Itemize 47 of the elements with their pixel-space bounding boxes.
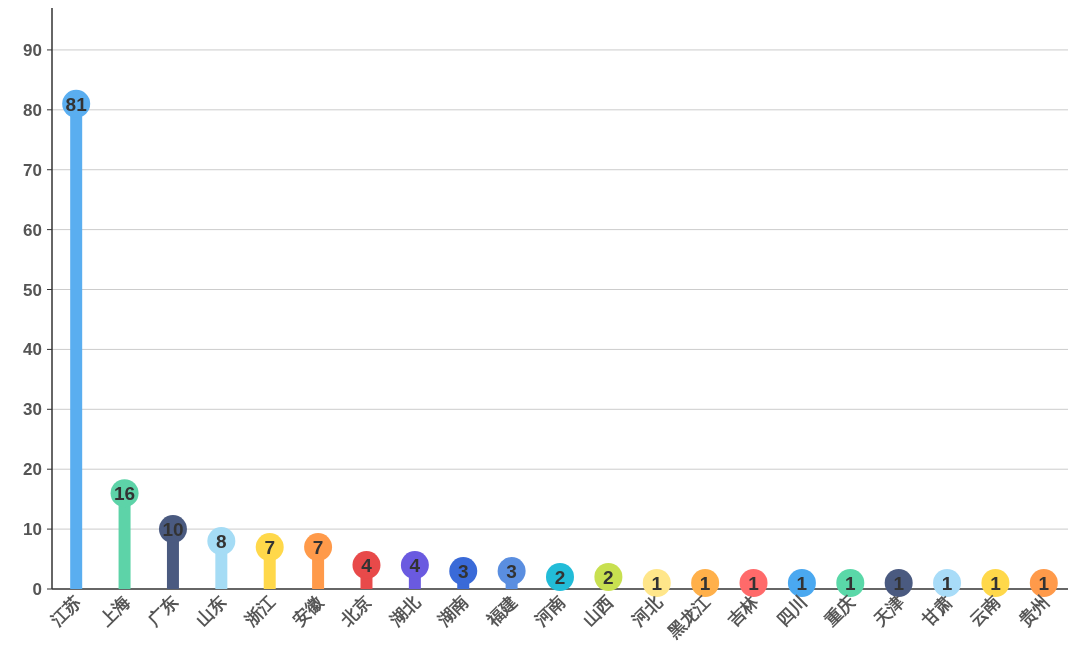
data-label: 1	[1038, 573, 1050, 595]
data-label: 4	[409, 555, 421, 577]
x-tick-label: 重庆	[820, 592, 860, 631]
x-tick-label: 山西	[579, 592, 618, 630]
y-tick-label: 70	[23, 160, 42, 180]
x-tick-label: 上海	[95, 592, 134, 631]
data-label: 81	[65, 93, 88, 115]
y-tick-label: 20	[23, 460, 42, 480]
x-tick-label: 江苏	[46, 592, 86, 631]
y-tick-label: 10	[23, 520, 42, 540]
y-tick-label: 60	[23, 220, 42, 240]
x-tick-label: 湖北	[385, 591, 425, 631]
y-tick-label: 80	[23, 100, 42, 120]
x-tick-label: 浙江	[240, 592, 279, 631]
data-label: 1	[893, 573, 905, 595]
x-tick-label: 北京	[337, 592, 376, 631]
data-label: 16	[114, 483, 136, 505]
data-label: 1	[796, 573, 808, 595]
data-label: 10	[162, 519, 184, 541]
x-tick-label: 四川	[773, 592, 811, 630]
data-label: 4	[361, 555, 373, 577]
data-label: 3	[457, 561, 469, 583]
y-tick-label: 0	[32, 580, 42, 599]
data-label: 2	[603, 567, 614, 589]
data-label: 3	[506, 561, 517, 583]
data-label: 1	[845, 573, 856, 595]
y-tick-label: 30	[23, 400, 42, 420]
data-label: 8	[216, 531, 227, 553]
data-label: 2	[554, 567, 566, 589]
data-label: 7	[264, 537, 275, 559]
x-tick-label: 甘肃	[917, 592, 956, 631]
data-label: 7	[312, 537, 324, 559]
x-tick-label: 贵州	[1014, 592, 1053, 631]
x-tick-label: 河南	[530, 592, 569, 631]
data-label: 1	[941, 573, 953, 595]
data-label: 1	[699, 573, 711, 595]
y-tick-label: 90	[23, 40, 42, 60]
x-tick-label: 天津	[869, 592, 908, 631]
x-tick-label: 广东	[143, 592, 182, 631]
y-tick-label: 40	[23, 340, 42, 360]
x-tick-label: 安徽	[289, 591, 328, 630]
data-label: 1	[990, 573, 1002, 595]
x-tick-label: 云南	[966, 592, 1005, 630]
y-tick-label: 50	[23, 280, 42, 300]
x-tick-label: 山东	[192, 592, 231, 630]
x-tick-label: 福建	[482, 592, 521, 631]
x-tick-label: 湖南	[433, 592, 473, 631]
